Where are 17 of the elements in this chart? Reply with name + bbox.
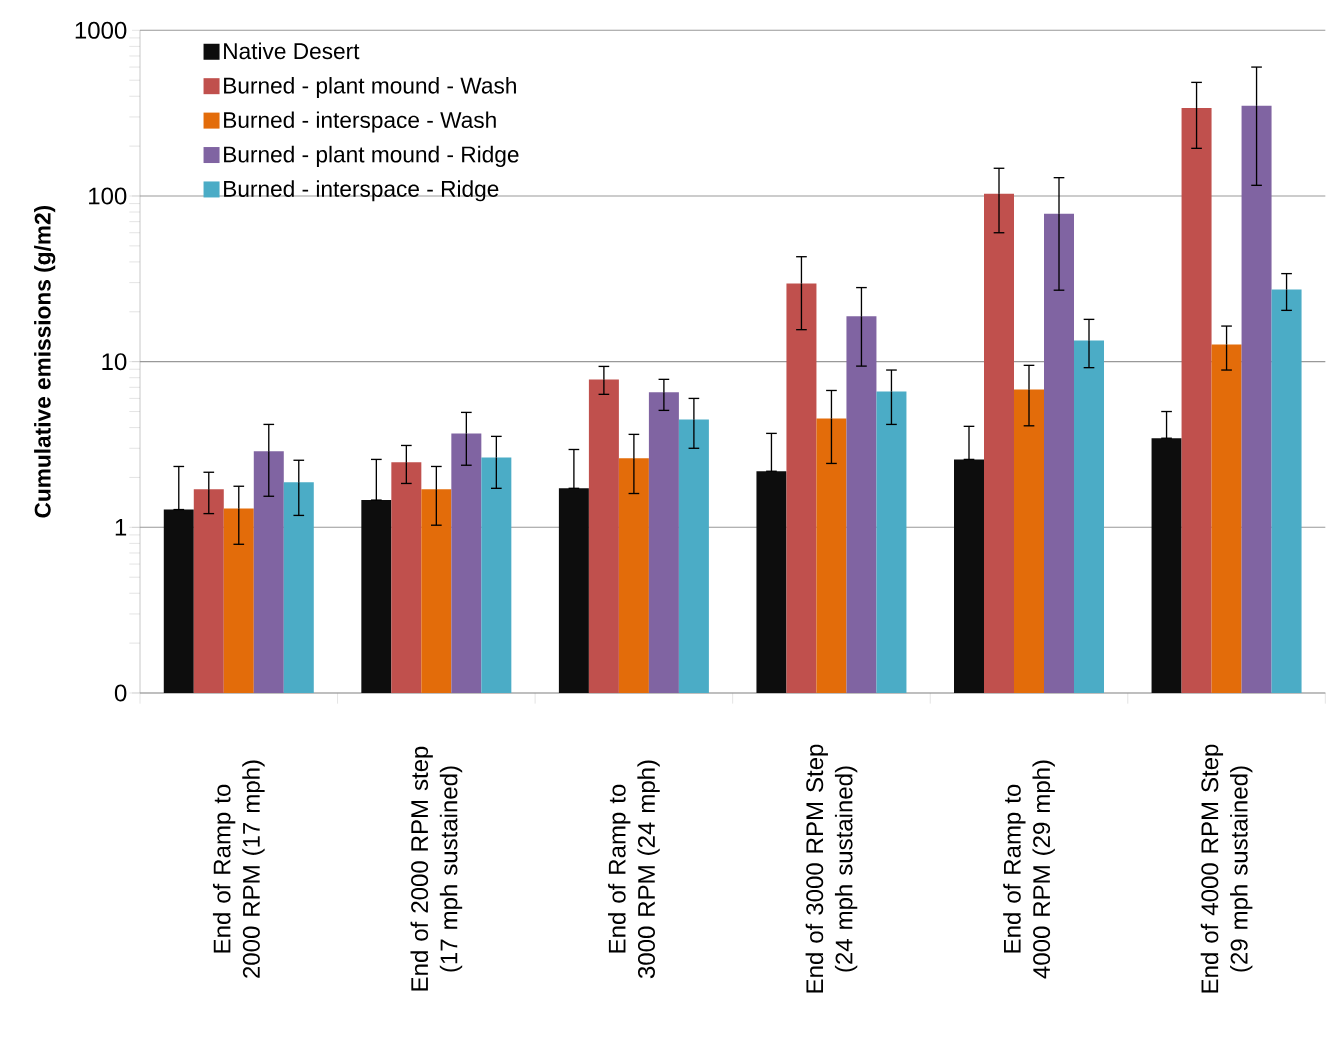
x-tick-label: End of 3000 RPM Step (24 mph sustained)	[805, 744, 858, 993]
y-axis-title: Cumulative emissions (g/m2)	[34, 205, 56, 518]
legend-label: Native Desert	[224, 42, 360, 60]
y-tick-label: 10	[102, 353, 127, 371]
y-tick-label: 0	[114, 684, 127, 702]
y-tick-label: 100	[89, 187, 127, 205]
legend-label: Burned - plant mound - Ridge	[224, 145, 519, 167]
x-tick-label: End of Ramp to 4000 RPM (29 mph)	[1003, 760, 1055, 979]
y-tick-label: 1	[115, 519, 127, 536]
x-tick-label: End of 4000 RPM Step (29 mph sustained)	[1200, 744, 1253, 993]
legend-label: Burned - interspace - Ridge	[224, 180, 499, 202]
x-tick-label: End of Ramp to 2000 RPM (17 mph)	[212, 760, 265, 978]
legend-label: Burned - plant mound - Wash	[224, 76, 516, 99]
x-tick-label: End of Ramp to 3000 RPM (24 mph)	[608, 760, 660, 979]
x-tick-label: End of 2000 RPM step (17 mph sustained)	[410, 746, 463, 991]
legend-label: Burned - interspace - Wash	[224, 111, 496, 133]
y-tick-label: 1000	[75, 21, 127, 39]
